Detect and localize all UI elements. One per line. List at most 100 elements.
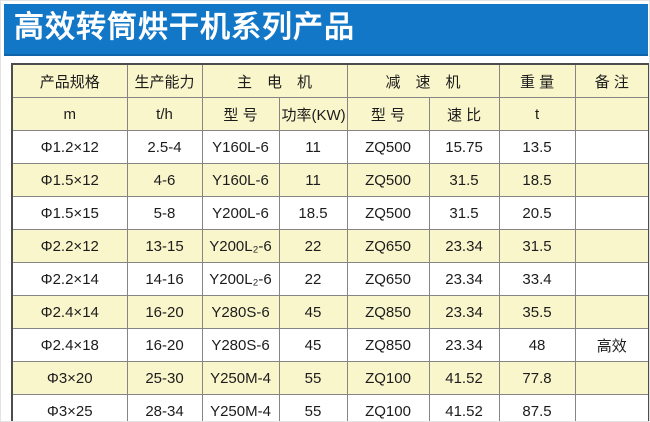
cell-motor-model: Y160L-6 <box>201 163 280 197</box>
header-speed-ratio: 速 比 <box>428 97 500 131</box>
table-row: Φ2.2×14 14-16 Y200L₂-6 22 ZQ650 23.34 33.4 <box>11 262 649 296</box>
header-capacity: 生产能力 <box>126 63 203 98</box>
cell-motor-power: 45 <box>278 295 348 329</box>
header-remark: 备 注 <box>574 63 649 98</box>
cell-motor-model: Y250M-4 <box>201 394 280 421</box>
cell-capacity: 13-15 <box>126 229 203 263</box>
cell-motor-model: Y280S-6 <box>201 295 280 329</box>
page-title: 高效转筒烘干机系列产品 <box>14 11 355 44</box>
cell-speed-ratio: 31.5 <box>428 163 500 197</box>
header-spec: 产品规格 <box>11 63 128 98</box>
table-row: Φ3×20 25-30 Y250M-4 55 ZQ100 41.52 77.8 <box>11 361 649 395</box>
cell-motor-power: 22 <box>278 229 348 263</box>
cell-motor-power: 55 <box>278 361 348 395</box>
cell-spec: Φ2.2×12 <box>11 229 128 263</box>
cell-reducer-model: ZQ500 <box>346 163 430 197</box>
cell-capacity: 16-20 <box>126 328 203 362</box>
cell-capacity: 16-20 <box>126 295 203 329</box>
table-row: Φ3×25 28-34 Y250M-4 55 ZQ100 41.52 87.5 <box>11 394 649 421</box>
cell-spec: Φ2.4×18 <box>11 328 128 362</box>
header-motor-model: 型 号 <box>201 97 280 131</box>
cell-remark <box>574 130 649 164</box>
cell-motor-power: 45 <box>278 328 348 362</box>
cell-remark <box>574 394 649 421</box>
cell-reducer-model: ZQ850 <box>346 295 430 329</box>
cell-motor-power: 11 <box>278 130 348 164</box>
table-row: Φ1.5×15 5-8 Y200L-6 18.5 ZQ500 31.5 20.5 <box>11 196 649 230</box>
header-reducer-model: 型 号 <box>346 97 430 131</box>
cell-reducer-model: ZQ500 <box>346 130 430 164</box>
cell-reducer-model: ZQ850 <box>346 328 430 362</box>
cell-reducer-model: ZQ100 <box>346 394 430 421</box>
cell-remark <box>574 229 649 263</box>
product-spec-table: 产品规格 生产能力 主 电 机 减 速 机 重 量 备 注 m t/h 型 号 … <box>11 63 649 421</box>
cell-speed-ratio: 41.52 <box>428 361 500 395</box>
cell-speed-ratio: 23.34 <box>428 295 500 329</box>
cell-reducer-model: ZQ500 <box>346 196 430 230</box>
cell-capacity: 14-16 <box>126 262 203 296</box>
cell-motor-model: Y200L₂-6 <box>201 229 280 263</box>
cell-spec: Φ1.5×12 <box>11 163 128 197</box>
cell-motor-power: 11 <box>278 163 348 197</box>
header-row-groups: 产品规格 生产能力 主 电 机 减 速 机 重 量 备 注 <box>11 63 649 98</box>
cell-weight: 48 <box>498 328 576 362</box>
cell-remark <box>574 295 649 329</box>
table-row: Φ2.4×18 16-20 Y280S-6 45 ZQ850 23.34 48 高效 <box>11 328 649 362</box>
cell-remark <box>574 196 649 230</box>
cell-weight: 31.5 <box>498 229 576 263</box>
cell-capacity: 2.5-4 <box>126 130 203 164</box>
cell-spec: Φ1.5×15 <box>11 196 128 230</box>
cell-speed-ratio: 41.52 <box>428 394 500 421</box>
cell-capacity: 5-8 <box>126 196 203 230</box>
header-motor-group: 主 电 机 <box>201 63 348 98</box>
cell-speed-ratio: 31.5 <box>428 196 500 230</box>
cell-spec: Φ1.2×12 <box>11 130 128 164</box>
table-body: Φ1.2×12 2.5-4 Y160L-6 11 ZQ500 15.75 13.5 Φ1.5×… <box>11 130 649 421</box>
table-row: Φ2.2×12 13-15 Y200L₂-6 22 ZQ650 23.34 31.5 <box>11 229 649 263</box>
cell-motor-power: 18.5 <box>278 196 348 230</box>
cell-capacity: 25-30 <box>126 361 203 395</box>
cell-motor-model: Y200L-6 <box>201 196 280 230</box>
table-row: Φ2.4×14 16-20 Y280S-6 45 ZQ850 23.34 35.5 <box>11 295 649 329</box>
header-capacity-unit: t/h <box>126 97 203 131</box>
table-row: Φ1.5×12 4-6 Y160L-6 11 ZQ500 31.5 18.5 <box>11 163 649 197</box>
cell-remark: 高效 <box>574 328 649 362</box>
cell-weight: 77.8 <box>498 361 576 395</box>
cell-capacity: 28-34 <box>126 394 203 421</box>
cell-remark <box>574 361 649 395</box>
header-row-units: m t/h 型 号 功率(KW) 型 号 速 比 t <box>11 97 649 131</box>
cell-spec: Φ3×25 <box>11 394 128 421</box>
cell-weight: 35.5 <box>498 295 576 329</box>
cell-motor-model: Y250M-4 <box>201 361 280 395</box>
cell-reducer-model: ZQ650 <box>346 262 430 296</box>
header-weight-unit: t <box>498 97 576 131</box>
cell-motor-model: Y280S-6 <box>201 328 280 362</box>
cell-spec: Φ2.2×14 <box>11 262 128 296</box>
cell-capacity: 4-6 <box>126 163 203 197</box>
cell-speed-ratio: 23.34 <box>428 262 500 296</box>
header-motor-power: 功率(KW) <box>278 97 348 131</box>
header-reducer-group: 减 速 机 <box>346 63 500 98</box>
table-row: Φ1.2×12 2.5-4 Y160L-6 11 ZQ500 15.75 13.5 <box>11 130 649 164</box>
header-remark-unit <box>574 97 649 131</box>
cell-weight: 13.5 <box>498 130 576 164</box>
title-bar: 高效转筒烘干机系列产品 <box>4 4 648 56</box>
cell-speed-ratio: 23.34 <box>428 229 500 263</box>
cell-motor-model: Y160L-6 <box>201 130 280 164</box>
cell-motor-power: 22 <box>278 262 348 296</box>
cell-speed-ratio: 15.75 <box>428 130 500 164</box>
cell-motor-power: 55 <box>278 394 348 421</box>
cell-weight: 33.4 <box>498 262 576 296</box>
cell-reducer-model: ZQ650 <box>346 229 430 263</box>
cell-weight: 87.5 <box>498 394 576 421</box>
cell-weight: 20.5 <box>498 196 576 230</box>
cell-spec: Φ3×20 <box>11 361 128 395</box>
cell-motor-model: Y200L₂-6 <box>201 262 280 296</box>
cell-speed-ratio: 23.34 <box>428 328 500 362</box>
cell-weight: 18.5 <box>498 163 576 197</box>
header-spec-unit: m <box>11 97 128 131</box>
cell-remark <box>574 262 649 296</box>
cell-spec: Φ2.4×14 <box>11 295 128 329</box>
cell-reducer-model: ZQ100 <box>346 361 430 395</box>
